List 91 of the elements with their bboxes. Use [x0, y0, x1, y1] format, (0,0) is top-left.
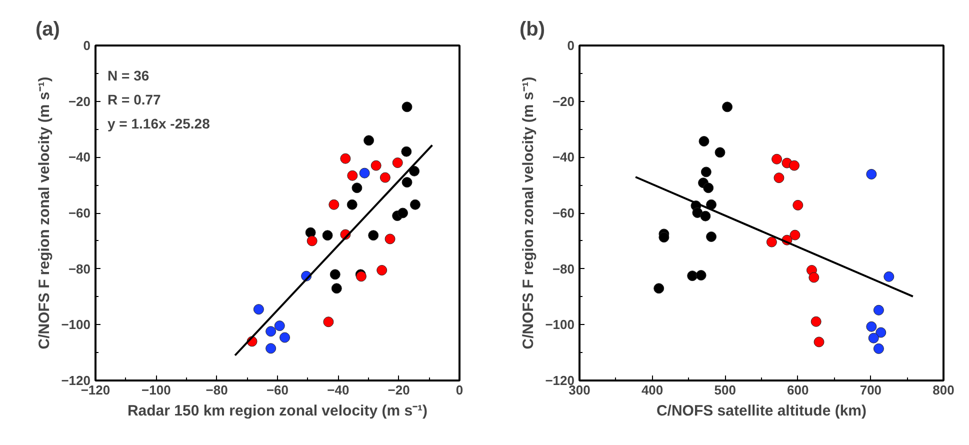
- point: [274, 320, 285, 332]
- y-tick-label: −40: [552, 150, 575, 165]
- point: [774, 172, 784, 184]
- point: [384, 234, 396, 244]
- x-tick-label: −80: [206, 382, 228, 398]
- point: [340, 153, 351, 164]
- point: [766, 236, 777, 248]
- y-tick-label: −40: [68, 150, 91, 165]
- point: [808, 272, 820, 283]
- point: [402, 177, 412, 188]
- annotation: y = 1.16x -25.28: [108, 116, 210, 132]
- point: [266, 343, 276, 354]
- y-tick-label: −20: [68, 94, 91, 109]
- point: [700, 210, 711, 222]
- point: [398, 208, 408, 218]
- point: [884, 271, 894, 282]
- point: [364, 135, 374, 146]
- x-tick-label: 500: [714, 382, 736, 398]
- point: [359, 168, 370, 178]
- y-axis-title: C/NOFS F region zonal velocity (m s⁻¹): [36, 76, 54, 350]
- y-tick-label: −80: [552, 261, 575, 276]
- point: [722, 102, 733, 112]
- point: [331, 283, 342, 294]
- y-tick-label: −20: [552, 94, 575, 109]
- chart-title: (a): [36, 18, 60, 40]
- y-tick-label: −100: [545, 317, 575, 332]
- point: [866, 168, 877, 180]
- point: [266, 326, 276, 337]
- point: [328, 199, 340, 210]
- y-tick-label: −80: [68, 261, 91, 276]
- y-tick-label: −100: [61, 317, 91, 332]
- point: [687, 270, 698, 282]
- point: [401, 146, 412, 157]
- chart-title: (b): [520, 18, 546, 40]
- point: [392, 158, 403, 168]
- x-tick-label: 700: [860, 382, 882, 398]
- point: [370, 160, 382, 171]
- point: [772, 154, 782, 164]
- point: [402, 102, 412, 112]
- y-tick-label: −60: [552, 206, 575, 220]
- x-tick-label: 400: [641, 382, 664, 398]
- point: [347, 170, 358, 181]
- point: [714, 147, 726, 158]
- point: [790, 230, 800, 240]
- point: [866, 321, 877, 332]
- x-tick-label: 600: [787, 382, 809, 398]
- point: [868, 332, 879, 344]
- point: [700, 166, 712, 178]
- point: [306, 236, 318, 246]
- point: [789, 160, 800, 171]
- y-tick-label: 0: [83, 38, 91, 53]
- point: [346, 199, 358, 210]
- x-tick-label: 0: [456, 382, 464, 398]
- point: [692, 207, 703, 218]
- point: [706, 199, 717, 210]
- point: [330, 269, 340, 280]
- point: [876, 327, 886, 338]
- point: [810, 316, 822, 327]
- point: [253, 304, 264, 315]
- point: [792, 200, 804, 210]
- point: [322, 230, 333, 241]
- point: [410, 199, 420, 210]
- point: [654, 283, 664, 294]
- annotation: R = 0.77: [108, 92, 162, 108]
- x-tick-label: −40: [327, 382, 350, 398]
- y-tick-label: −60: [68, 206, 91, 220]
- x-tick-label: −20: [388, 382, 410, 398]
- point: [323, 316, 334, 328]
- y-axis-title: C/NOFS F region zonal velocity (m s⁻¹): [520, 76, 538, 350]
- point: [706, 231, 717, 242]
- x-tick-label: −60: [266, 382, 289, 398]
- point: [698, 136, 710, 146]
- point: [873, 304, 884, 316]
- point: [703, 182, 714, 194]
- y-tick-label: 0: [567, 38, 575, 53]
- point: [352, 182, 362, 194]
- x-axis-title: C/NOFS satellite altitude (km): [656, 402, 867, 420]
- point: [814, 336, 824, 348]
- annotation: N = 36: [108, 68, 150, 84]
- x-tick-label: 800: [932, 382, 954, 398]
- point: [376, 264, 388, 276]
- x-axis-title: Radar 150 km region zonal velocity (m s⁻¹): [127, 402, 428, 420]
- point: [658, 232, 670, 243]
- x-tick-label: −100: [142, 382, 171, 398]
- point: [696, 270, 706, 280]
- point: [409, 166, 420, 176]
- point: [873, 343, 884, 354]
- point: [305, 227, 316, 238]
- point: [280, 332, 290, 343]
- point: [368, 230, 379, 241]
- point: [380, 172, 390, 183]
